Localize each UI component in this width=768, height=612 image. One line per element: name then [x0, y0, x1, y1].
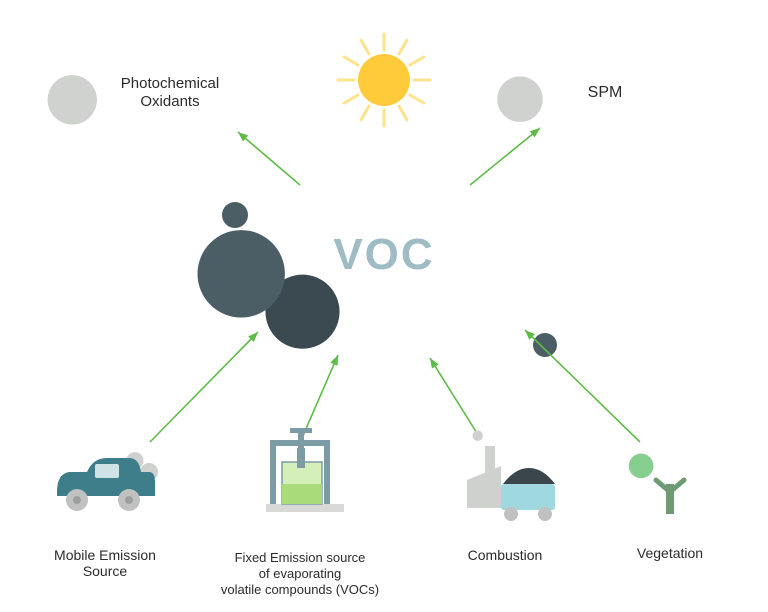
arrow	[470, 128, 540, 185]
sun-icon	[358, 54, 410, 106]
source-label-fixed: of evaporating	[259, 566, 341, 581]
source-label-fixed: volatile compounds (VOCs)	[221, 582, 379, 597]
diagram-svg: PhotochemicalOxidants SPM VOC Mobile Emissi…	[0, 0, 768, 612]
arrow-head	[430, 358, 439, 369]
voc-infographic: PhotochemicalOxidants SPM VOC Mobile Emissi…	[0, 0, 768, 612]
arrow	[150, 332, 258, 442]
cloud-label-photochemical: Photochemical	[121, 75, 219, 92]
cloud-photochemical	[48, 75, 97, 124]
sun-ray	[399, 40, 407, 54]
cloud-label-photochemical: Oxidants	[140, 93, 199, 110]
voc-label: VOC	[333, 230, 434, 279]
voc-cloud-front	[198, 230, 285, 317]
sun-ray	[410, 57, 424, 65]
cloud-spm	[497, 76, 543, 122]
car-icon	[57, 452, 158, 511]
voc-dot	[533, 333, 557, 357]
sun-ray	[399, 106, 407, 120]
combustion-icon	[467, 430, 555, 521]
sun-ray	[361, 40, 369, 54]
source-label-combustion: Combustion	[468, 547, 543, 563]
arrow	[430, 358, 480, 438]
source-label-fixed: Fixed Emission source	[235, 550, 366, 565]
cloud-label-spm: SPM	[588, 84, 623, 101]
sun-ray	[410, 95, 424, 103]
voc-dot	[222, 202, 248, 228]
source-label-mobile: Source	[83, 563, 128, 579]
arrow-head	[330, 355, 338, 366]
tree-icon	[629, 454, 684, 514]
source-label-mobile: Mobile Emission	[54, 547, 156, 563]
sun-ray	[344, 95, 358, 103]
arrow	[238, 132, 300, 185]
sun-ray	[361, 106, 369, 120]
source-label-vegetation: Vegetation	[637, 545, 703, 561]
apparatus-icon	[266, 428, 344, 512]
sun-ray	[344, 57, 358, 65]
arrow	[525, 330, 640, 442]
arrow	[302, 355, 338, 438]
